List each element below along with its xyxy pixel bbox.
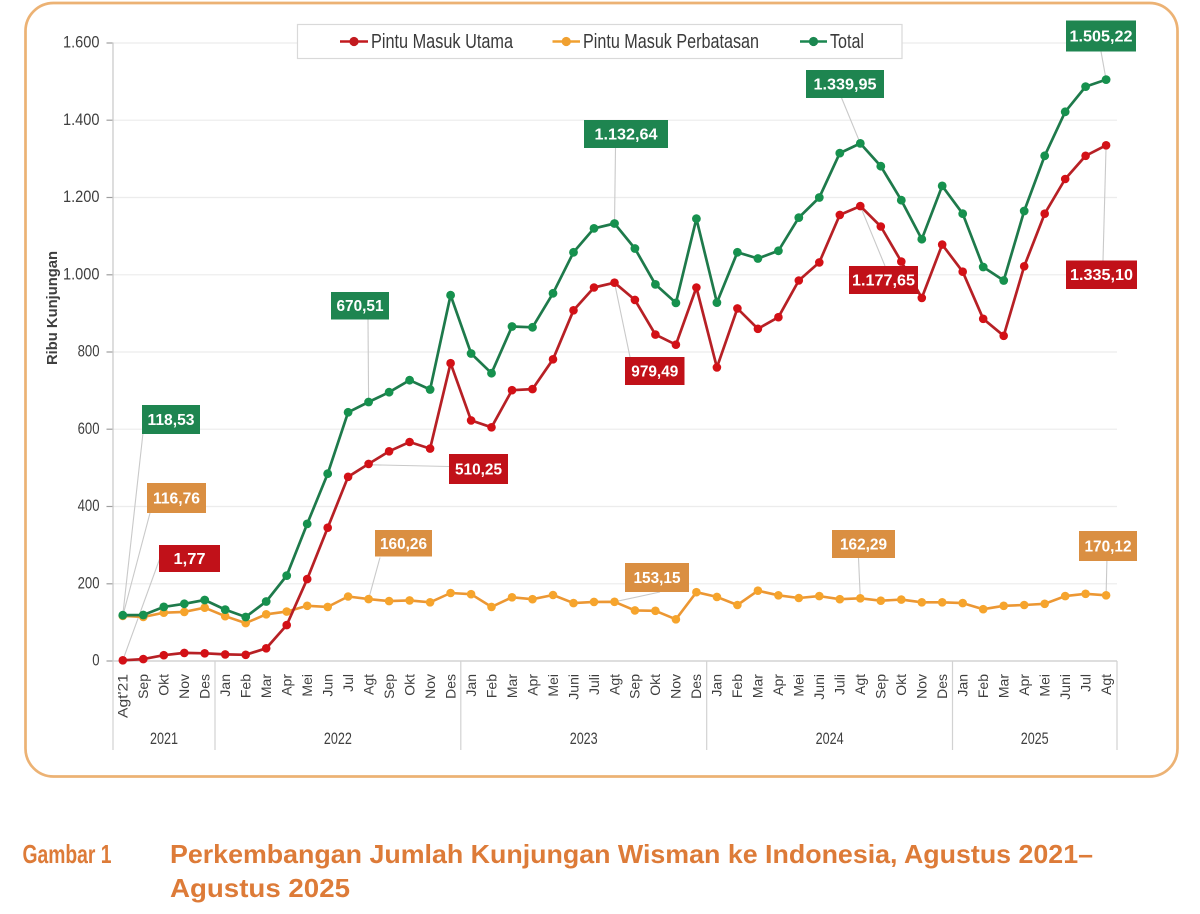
svg-text:1.335,10: 1.335,10 — [1070, 267, 1133, 284]
svg-text:1.000: 1.000 — [63, 264, 100, 283]
svg-text:Juli: Juli — [586, 674, 602, 695]
svg-text:400: 400 — [78, 496, 100, 515]
svg-text:Jan: Jan — [709, 674, 725, 697]
svg-text:Nov: Nov — [914, 674, 930, 699]
svg-text:Juni: Juni — [811, 674, 827, 700]
svg-text:510,25: 510,25 — [455, 462, 502, 479]
svg-text:Jul: Jul — [340, 674, 356, 692]
svg-text:Apr: Apr — [770, 674, 786, 696]
svg-text:Agt: Agt — [360, 674, 376, 695]
svg-text:Agt: Agt — [606, 674, 622, 695]
svg-text:Okt: Okt — [156, 674, 172, 696]
svg-text:Jan: Jan — [463, 674, 479, 697]
svg-text:Total: Total — [830, 31, 864, 53]
svg-text:Jul: Jul — [1077, 674, 1093, 692]
svg-text:200: 200 — [78, 573, 100, 592]
svg-text:Juni: Juni — [565, 674, 581, 700]
svg-text:1.339,95: 1.339,95 — [814, 77, 877, 94]
svg-text:670,51: 670,51 — [337, 298, 384, 315]
svg-text:Apr: Apr — [524, 674, 540, 696]
svg-text:2023: 2023 — [570, 729, 598, 748]
svg-text:162,29: 162,29 — [840, 537, 887, 554]
svg-text:Mei: Mei — [545, 674, 561, 697]
svg-text:Mei: Mei — [791, 674, 807, 697]
svg-text:Jan: Jan — [217, 674, 233, 697]
svg-text:Okt: Okt — [647, 674, 663, 696]
svg-text:1.505,22: 1.505,22 — [1070, 29, 1133, 46]
svg-text:0: 0 — [92, 651, 99, 670]
svg-text:Sep: Sep — [135, 674, 151, 699]
svg-text:Des: Des — [442, 674, 458, 699]
svg-text:Des: Des — [688, 674, 704, 699]
svg-text:Mei: Mei — [1037, 674, 1053, 697]
svg-text:2022: 2022 — [324, 729, 352, 748]
svg-text:Mar: Mar — [996, 674, 1012, 698]
svg-text:Nov: Nov — [176, 674, 192, 699]
svg-text:Jan: Jan — [955, 674, 971, 697]
svg-text:Mar: Mar — [258, 674, 274, 698]
svg-text:Nov: Nov — [668, 674, 684, 699]
svg-text:2025: 2025 — [1021, 729, 1049, 748]
svg-text:160,26: 160,26 — [380, 536, 427, 553]
svg-text:1.600: 1.600 — [63, 33, 100, 52]
svg-text:Ribu Kunjungan: Ribu Kunjungan — [44, 251, 61, 365]
svg-text:Jun: Jun — [320, 674, 336, 697]
svg-text:1,77: 1,77 — [174, 551, 206, 568]
svg-text:Mar: Mar — [504, 674, 520, 698]
svg-text:Apr: Apr — [1016, 674, 1032, 696]
svg-text:118,53: 118,53 — [148, 412, 195, 429]
svg-text:Perkembangan Jumlah Kunjungan: Perkembangan Jumlah Kunjungan Wisman ke … — [170, 839, 1093, 869]
svg-text:Des: Des — [934, 674, 950, 699]
svg-text:Feb: Feb — [238, 674, 254, 698]
svg-text:Sep: Sep — [873, 674, 889, 699]
svg-text:170,12: 170,12 — [1085, 539, 1132, 556]
svg-text:Mar: Mar — [750, 674, 766, 698]
svg-text:979,49: 979,49 — [631, 364, 678, 381]
svg-text:Pintu Masuk Perbatasan: Pintu Masuk Perbatasan — [583, 31, 759, 53]
svg-text:1.400: 1.400 — [63, 110, 100, 129]
svg-text:Apr: Apr — [279, 674, 295, 696]
svg-text:Juni: Juni — [1057, 674, 1073, 700]
svg-text:Feb: Feb — [975, 674, 991, 698]
svg-text:1.177,65: 1.177,65 — [852, 273, 915, 290]
svg-text:Okt: Okt — [401, 674, 417, 696]
svg-text:2021: 2021 — [150, 729, 178, 748]
svg-text:Agt: Agt — [1098, 674, 1114, 695]
svg-text:Juli: Juli — [832, 674, 848, 695]
svg-text:1.200: 1.200 — [63, 187, 100, 206]
svg-text:2024: 2024 — [816, 729, 844, 748]
svg-text:Okt: Okt — [893, 674, 909, 696]
svg-text:800: 800 — [78, 342, 100, 361]
svg-text:116,76: 116,76 — [153, 491, 200, 508]
svg-text:Agt'21: Agt'21 — [115, 674, 131, 718]
svg-text:Mei: Mei — [299, 674, 315, 697]
svg-text:Agustus 2025: Agustus 2025 — [170, 873, 350, 903]
svg-text:Feb: Feb — [729, 674, 745, 698]
svg-text:153,15: 153,15 — [634, 570, 681, 587]
svg-text:Nov: Nov — [422, 674, 438, 699]
svg-text:Des: Des — [197, 674, 213, 699]
svg-text:Sep: Sep — [627, 674, 643, 699]
svg-text:1.132,64: 1.132,64 — [595, 127, 658, 144]
svg-text:Agt: Agt — [852, 674, 868, 695]
svg-text:Sep: Sep — [381, 674, 397, 699]
svg-text:Feb: Feb — [483, 674, 499, 698]
svg-text:Pintu Masuk Utama: Pintu Masuk Utama — [371, 31, 514, 53]
svg-text:Gambar 1: Gambar 1 — [23, 839, 112, 869]
svg-text:600: 600 — [78, 419, 100, 438]
